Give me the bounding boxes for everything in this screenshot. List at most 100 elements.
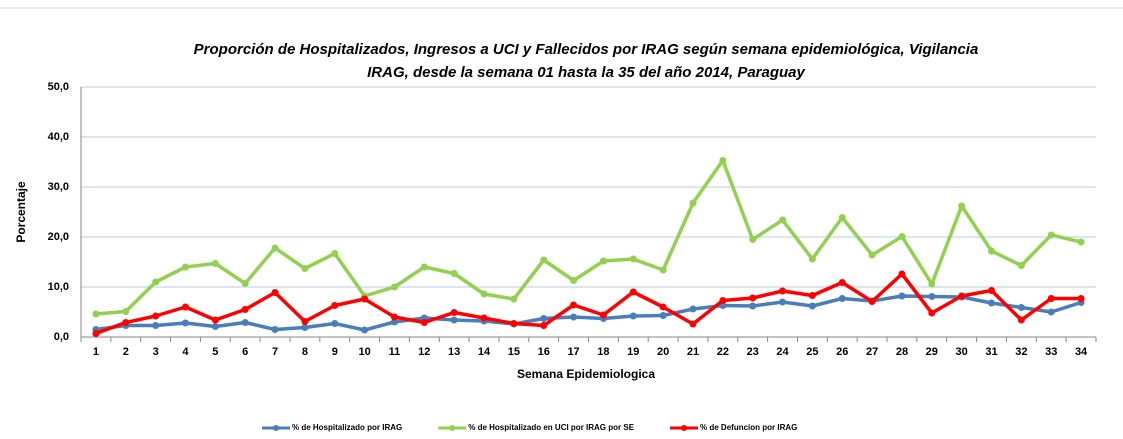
- data-point: [838, 214, 846, 221]
- data-point: [659, 312, 667, 319]
- data-point: [152, 312, 160, 320]
- data-point: [122, 319, 130, 326]
- data-point: [480, 290, 488, 298]
- x-tick-label: 15: [508, 346, 520, 358]
- data-point: [211, 260, 219, 267]
- x-tick-label: 18: [597, 346, 609, 358]
- data-point: [271, 244, 279, 252]
- data-point: [779, 298, 787, 306]
- x-tick-label: 25: [806, 346, 818, 358]
- data-point: [241, 306, 249, 313]
- x-tick-label: 17: [567, 346, 579, 358]
- data-point: [1077, 238, 1085, 246]
- x-tick-label: 3: [153, 346, 159, 358]
- data-point: [450, 309, 458, 316]
- data-point: [540, 315, 548, 322]
- data-point: [629, 255, 637, 263]
- data-point: [988, 287, 996, 294]
- data-point: [898, 233, 906, 240]
- x-tick-label: 30: [956, 346, 968, 358]
- x-tick-label: 21: [687, 346, 699, 358]
- data-point: [390, 283, 398, 291]
- data-point: [928, 309, 936, 317]
- x-tick-label: 26: [836, 346, 848, 358]
- x-tick-label: 11: [389, 346, 401, 358]
- data-point: [152, 322, 160, 329]
- data-point: [898, 270, 906, 278]
- data-point: [570, 313, 578, 321]
- data-point: [540, 322, 548, 329]
- data-point: [92, 310, 100, 318]
- x-tick-label: 13: [448, 346, 460, 358]
- data-point: [331, 250, 339, 257]
- x-tick-label: 20: [657, 346, 669, 358]
- chart-title: IRAG, desde la semana 01 hasta la 35 del…: [367, 64, 805, 81]
- data-point: [301, 318, 309, 325]
- x-axis-title: Semana Epidemiologica: [517, 367, 655, 381]
- data-point: [1047, 231, 1055, 239]
- data-point: [510, 295, 518, 303]
- x-tick-label: 32: [1015, 346, 1027, 358]
- data-point: [719, 297, 727, 304]
- data-point: [1047, 295, 1055, 302]
- data-point: [420, 263, 428, 271]
- data-point: [241, 319, 249, 326]
- data-point: [92, 330, 100, 337]
- data-point: [181, 263, 189, 271]
- legend-marker: [273, 425, 279, 431]
- data-point: [749, 236, 757, 243]
- x-tick-label: 31: [985, 346, 997, 358]
- data-point: [1017, 316, 1025, 324]
- data-point: [988, 299, 996, 307]
- data-point: [808, 255, 816, 263]
- x-tick-label: 34: [1075, 346, 1088, 358]
- data-point: [689, 305, 697, 313]
- data-point: [838, 295, 846, 302]
- x-tick-label: 9: [332, 346, 338, 358]
- x-tick-label: 7: [272, 346, 278, 358]
- data-point: [480, 314, 488, 322]
- x-tick-label: 24: [776, 346, 789, 358]
- data-point: [928, 280, 936, 288]
- x-tick-label: 14: [478, 346, 491, 358]
- data-point: [271, 326, 279, 333]
- data-point: [181, 303, 189, 311]
- x-tick-label: 6: [242, 346, 248, 358]
- x-tick-label: 12: [418, 346, 430, 358]
- x-tick-label: 8: [302, 346, 308, 358]
- data-point: [211, 323, 219, 330]
- data-point: [749, 302, 757, 310]
- data-point: [152, 278, 160, 286]
- series-line: [95, 272, 1082, 336]
- data-point: [361, 295, 369, 303]
- legend-label: % de Hospitalizado por IRAG: [292, 423, 402, 432]
- data-point: [808, 302, 816, 310]
- data-point: [1047, 308, 1055, 316]
- data-point: [271, 289, 279, 296]
- data-point: [689, 199, 697, 207]
- x-tick-label: 33: [1045, 346, 1057, 358]
- data-point: [331, 302, 339, 309]
- data-point: [1017, 262, 1025, 269]
- data-point: [779, 287, 787, 295]
- x-tick-label: 2: [123, 346, 129, 358]
- data-point: [361, 326, 369, 334]
- data-point: [779, 216, 787, 224]
- y-tick-label: 20,0: [48, 231, 69, 243]
- data-point: [898, 292, 906, 300]
- y-tick-label: 50,0: [48, 81, 69, 93]
- data-point: [181, 319, 189, 327]
- y-axis-title: Porcentaje: [14, 181, 28, 243]
- data-point: [838, 279, 846, 286]
- data-point: [1017, 304, 1025, 311]
- legend-label: % de Hospitalizado en UCI por IRAG por S…: [468, 423, 634, 432]
- data-point: [659, 303, 667, 311]
- data-point: [868, 298, 876, 305]
- data-point: [390, 318, 398, 326]
- data-point: [331, 320, 339, 327]
- x-tick-label: 27: [866, 346, 878, 358]
- x-tick-label: 5: [212, 346, 218, 358]
- y-tick-label: 30,0: [48, 181, 69, 193]
- data-point: [599, 257, 607, 265]
